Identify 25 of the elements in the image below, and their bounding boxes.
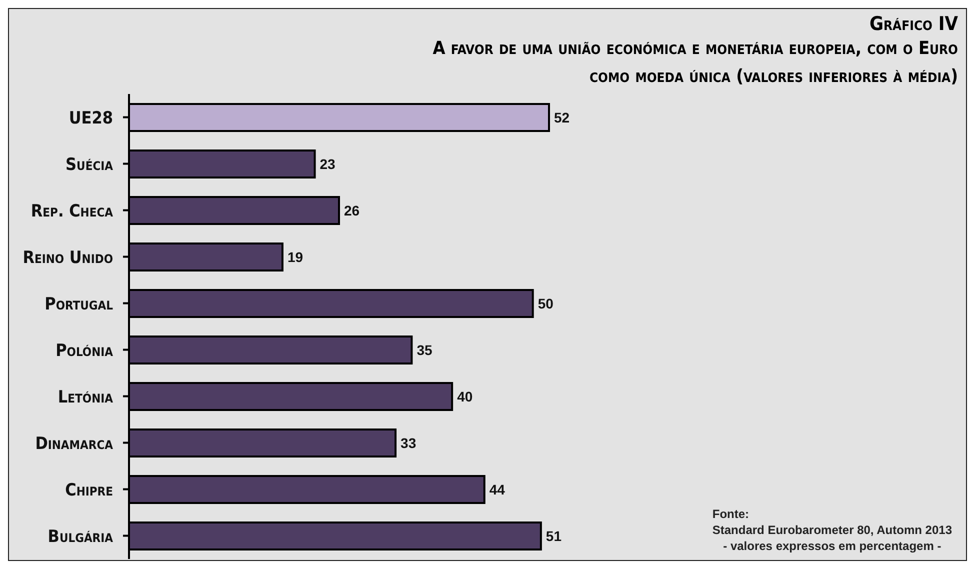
- data-label: 44: [489, 481, 506, 498]
- y-tick-label: Chipre: [65, 480, 113, 500]
- y-tick-label: Dinamarca: [35, 434, 114, 454]
- y-tick-label: Rep. Checa: [30, 201, 114, 222]
- y-tick-label: Polónia: [56, 340, 114, 361]
- data-label: 33: [400, 434, 416, 451]
- y-tick-label: Bulgária: [48, 526, 114, 547]
- y-tick-label: UE28: [68, 108, 113, 128]
- data-label: 51: [546, 528, 562, 544]
- y-tick-label: Reino Unido: [22, 248, 113, 268]
- data-label: 35: [416, 342, 432, 358]
- data-label: 19: [287, 248, 304, 265]
- text: Standard Eurobarometer 80, Automn 2013: [712, 522, 952, 538]
- data-label: 40: [457, 388, 473, 404]
- text: - valores expressos em percentagem -: [722, 538, 942, 554]
- text: A favor de uma união económica e monetária europeia, com o Euro como moeda única (valores inferiores à média): [432, 37, 958, 89]
- y-tick-label: Portugal: [44, 294, 114, 314]
- data-label: 26: [344, 202, 360, 218]
- data-label: 23: [320, 156, 336, 172]
- y-tick-label: Letónia: [58, 387, 114, 408]
- text: Gráfico IV: [868, 13, 958, 35]
- y-tick-label: Suécia: [66, 154, 114, 175]
- data-label: 52: [554, 109, 570, 126]
- data-label: 50: [538, 295, 554, 312]
- source-note: Fonte:: [712, 506, 750, 522]
